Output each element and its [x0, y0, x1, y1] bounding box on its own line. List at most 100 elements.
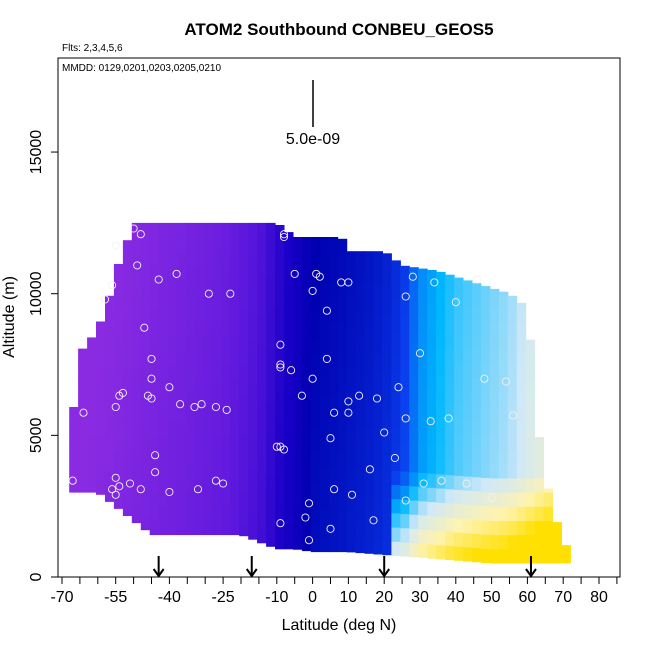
data-point [408, 272, 417, 281]
heatmap-cell [221, 322, 231, 337]
heatmap-cell [131, 281, 142, 297]
heatmap-cell [373, 284, 383, 300]
data-point [401, 496, 410, 505]
heatmap-cell [149, 421, 160, 436]
data-point [330, 408, 339, 417]
heatmap-cell [167, 251, 178, 266]
field-layer [69, 222, 571, 564]
heatmap-cell [140, 402, 151, 417]
heatmap-cell [427, 331, 437, 347]
heatmap-cell [87, 477, 97, 493]
heatmap-cell [445, 403, 455, 419]
heatmap-cell [239, 365, 249, 381]
heatmap-cell [96, 380, 106, 396]
heatmap-cell [463, 291, 473, 307]
heatmap-cell [364, 298, 374, 313]
chart-title: ATOM2 Southbound CONBEU_GEOS5 [184, 20, 493, 39]
heatmap-cell [364, 524, 374, 540]
heatmap-cell [301, 338, 312, 353]
heatmap-cell [292, 308, 303, 324]
heatmap-cell [149, 477, 160, 493]
heatmap-cell [185, 279, 195, 295]
heatmap-cell [480, 519, 491, 535]
x-tick-label: 40 [447, 589, 465, 606]
heatmap-cell [248, 510, 258, 526]
heatmap-cell [122, 373, 133, 389]
heatmap-cell [87, 350, 97, 366]
heatmap-cell [131, 267, 142, 283]
heatmap-cell [463, 348, 473, 364]
heatmap-cell [516, 449, 527, 465]
data-point [304, 499, 314, 508]
heatmap-cell [257, 231, 267, 246]
heatmap-cell [319, 239, 330, 255]
heatmap-cell [346, 268, 357, 284]
heatmap-cell [364, 411, 374, 427]
heatmap-cell [248, 425, 258, 441]
heatmap-cell [328, 438, 339, 453]
heatmap-cell [140, 302, 151, 318]
heatmap-cell [239, 450, 249, 466]
heatmap-cell [382, 497, 392, 513]
data-point [125, 479, 135, 488]
data-point [401, 414, 410, 423]
heatmap-cell [149, 222, 160, 238]
heatmap-cell [239, 393, 249, 409]
data-point [79, 408, 88, 417]
data-point [473, 275, 482, 284]
heatmap-cell [498, 506, 509, 521]
heatmap-cell [149, 364, 160, 380]
heatmap-cell [176, 392, 187, 408]
heatmap-cell [364, 439, 374, 455]
heatmap-cell [230, 492, 240, 507]
heatmap-cell [203, 378, 213, 394]
heatmap-cell [310, 353, 321, 368]
heatmap-cell [248, 222, 258, 229]
heatmap-cell [310, 438, 321, 453]
data-point [140, 323, 149, 332]
heatmap-cell [113, 352, 124, 368]
heatmap-cell [239, 478, 249, 494]
heatmap-cell [203, 364, 213, 380]
heatmap-cell [337, 466, 348, 482]
heatmap-cell [284, 506, 294, 521]
heatmap-cell [516, 435, 527, 451]
heatmap-cell [364, 251, 374, 257]
heatmap-cell [355, 481, 366, 497]
heatmap-cell [158, 449, 169, 465]
heatmap-cell [167, 279, 178, 295]
heatmap-cell [346, 452, 357, 468]
heatmap-cell [212, 322, 222, 337]
scale-label: 5.0e-09 [286, 131, 340, 148]
heatmap-cell [257, 273, 267, 289]
heatmap-cell [489, 463, 500, 479]
heatmap-cell [203, 251, 213, 266]
heatmap-cell [454, 291, 464, 306]
data-point [344, 408, 353, 417]
heatmap-cell [301, 493, 312, 509]
y-tick-label: 5000 [28, 417, 45, 453]
heatmap-cell [78, 378, 88, 394]
heatmap-cell [319, 254, 330, 269]
heatmap-cell [391, 526, 401, 542]
heatmap-cell [373, 525, 383, 541]
heatmap-cell [185, 520, 195, 536]
heatmap-cell [337, 523, 348, 538]
heatmap-cell [78, 392, 88, 408]
heatmap-cell [122, 317, 133, 332]
heatmap-cell [248, 326, 258, 342]
heatmap-cell [418, 359, 428, 374]
heatmap-cell [239, 308, 249, 324]
heatmap-cell [248, 369, 258, 384]
heatmap-cell [105, 458, 115, 474]
heatmap-cell [525, 463, 536, 479]
heatmap-cell [445, 432, 455, 447]
data-point [176, 400, 185, 409]
heatmap-cell [516, 477, 527, 493]
heatmap-cell [507, 534, 518, 550]
heatmap-cell [230, 336, 240, 351]
heatmap-cell [284, 322, 294, 337]
heatmap-cell [391, 456, 401, 471]
heatmap-cell [167, 265, 178, 281]
heatmap-cell [212, 477, 222, 493]
